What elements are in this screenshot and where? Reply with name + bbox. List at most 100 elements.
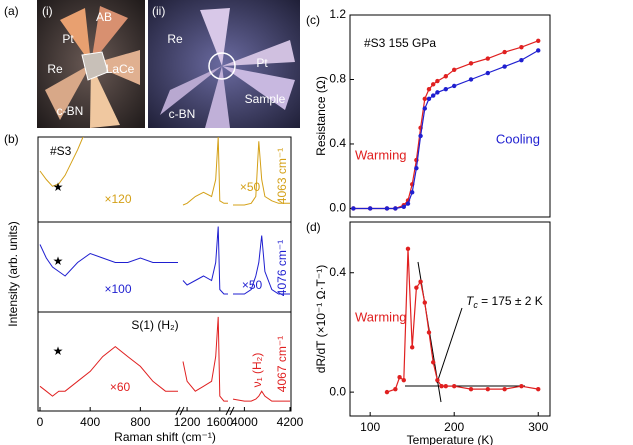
- data-point: [468, 77, 474, 82]
- photo-annotation: Re: [47, 62, 63, 76]
- data-point: [405, 201, 411, 206]
- panel-label: (d): [306, 220, 321, 234]
- x-tick-label: 1600: [206, 415, 233, 429]
- data-point: [418, 133, 423, 139]
- data-point: [430, 82, 436, 87]
- data-point: [401, 377, 406, 383]
- tc-symbol: T: [466, 294, 475, 308]
- data-point: [443, 86, 448, 92]
- annotation: ν₁ (H₂): [250, 353, 264, 388]
- y-tick-label: 0.4: [329, 136, 346, 150]
- x-tick-label: 4200: [277, 415, 304, 429]
- spectrum-group: [39, 226, 290, 295]
- plot-frame: [349, 221, 551, 417]
- series-label: Cooling: [496, 131, 540, 146]
- annotation: 4067 cm⁻¹: [275, 336, 289, 392]
- data-point: [519, 57, 524, 63]
- panel-label: (a): [4, 4, 19, 18]
- spectrum-group: [39, 137, 290, 206]
- data-point: [502, 49, 507, 55]
- data-point: [393, 206, 398, 211]
- data-point: [485, 70, 491, 76]
- data-point: [443, 383, 448, 389]
- data-point: [401, 204, 406, 210]
- photo-annotation: c-BN: [57, 104, 84, 118]
- data-point: [426, 86, 432, 92]
- y-axis-label: dR/dT (×10⁻¹ Ω·T⁻¹): [314, 265, 328, 373]
- data-point: [435, 377, 440, 383]
- y-tick-label: 1.2: [329, 7, 346, 21]
- y-axis-label: Intensity (arb. units): [6, 221, 20, 326]
- panel-label: (c): [306, 13, 320, 27]
- annotation: S(1) (H₂): [131, 318, 178, 332]
- data-point: [452, 83, 457, 89]
- annotation: ×50: [242, 278, 263, 292]
- photo-i: [37, 0, 145, 128]
- data-point: [430, 360, 436, 365]
- data-point: [468, 386, 474, 392]
- annotation: ×60: [110, 380, 131, 394]
- annotation: ×120: [104, 192, 131, 206]
- data-point: [384, 389, 390, 395]
- y-tick-label: 0.4: [329, 265, 346, 279]
- data-point: [422, 300, 427, 305]
- series-label: Warming: [355, 309, 407, 324]
- data-point: [409, 345, 415, 350]
- annotation: ×50: [240, 180, 261, 194]
- x-tick-label: 200: [444, 420, 464, 434]
- data-point: [405, 246, 411, 252]
- data-point: [443, 74, 448, 79]
- spectrum-line: [39, 226, 290, 295]
- data-point: [422, 96, 427, 102]
- data-point: [502, 386, 507, 392]
- panel-label: (b): [4, 132, 19, 146]
- x-tick-label: 300: [528, 420, 548, 434]
- spectrum-group: [39, 316, 290, 402]
- annotation: ★: [53, 180, 64, 194]
- plot-frame: [349, 14, 551, 218]
- data-point: [393, 386, 398, 392]
- subplot-frame: [37, 221, 292, 313]
- x-axis-label: Temperature (K): [407, 433, 494, 445]
- data-point: [418, 279, 423, 284]
- subplot-frame: [37, 311, 292, 412]
- sample-label: #S3: [50, 144, 72, 158]
- photo-annotation: Pt: [62, 32, 74, 46]
- data-point: [536, 386, 541, 392]
- data-point: [430, 93, 436, 98]
- x-tick-label: 800: [130, 415, 150, 429]
- data-line: [386, 248, 539, 393]
- photo-annotation: AB: [96, 10, 112, 24]
- photo-annotation: Re: [167, 32, 183, 46]
- data-line: [353, 40, 539, 210]
- data-point: [439, 383, 444, 389]
- data-point: [384, 206, 390, 211]
- photo-label: (ii): [152, 4, 165, 18]
- x-tick-label: 0: [37, 415, 44, 429]
- data-point: [414, 165, 419, 171]
- photo-annotation: c-BN: [169, 107, 196, 121]
- x-tick-label: 100: [360, 420, 380, 434]
- data-point: [426, 330, 432, 335]
- spectrum-line: [39, 316, 290, 402]
- chart-title: #S3 155 GPa: [364, 36, 436, 50]
- photo-annotation: Sample: [245, 92, 286, 106]
- spectrum-line: [39, 137, 290, 206]
- data-point: [435, 78, 440, 84]
- data-point: [519, 383, 524, 389]
- annotation: ×100: [104, 282, 131, 296]
- tc-subscript: c: [473, 300, 478, 310]
- data-point: [426, 96, 432, 102]
- tc-construction: [405, 261, 525, 403]
- series-label: Warming: [355, 147, 407, 162]
- photo-ii: [148, 0, 300, 128]
- y-axis-label: Resistance (Ω): [314, 76, 328, 156]
- data-point: [351, 206, 356, 211]
- photo-label: (i): [42, 4, 53, 18]
- x-axis-label: Raman shift (cm⁻¹): [114, 430, 216, 444]
- data-point: [519, 45, 524, 50]
- photo-annotation: LaCe: [106, 62, 135, 76]
- data-point: [468, 61, 474, 66]
- y-tick-label: 0.8: [329, 72, 346, 86]
- data-point: [397, 375, 402, 380]
